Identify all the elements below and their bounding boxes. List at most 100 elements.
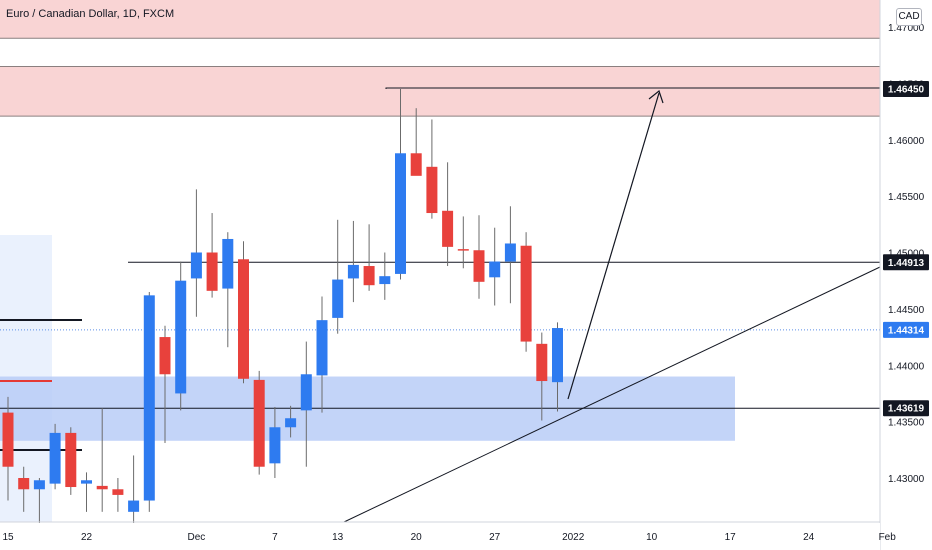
candle-body bbox=[410, 153, 422, 176]
candle bbox=[128, 455, 140, 524]
support-price-tag-bg bbox=[883, 400, 929, 417]
candle bbox=[285, 405, 297, 438]
target-price-tag-bg bbox=[883, 81, 929, 98]
candle-body bbox=[332, 279, 344, 318]
x-tick-label: 22 bbox=[81, 532, 93, 543]
y-tick-label: 1.45500 bbox=[888, 192, 925, 203]
candle bbox=[347, 220, 359, 303]
candle bbox=[65, 427, 77, 495]
x-tick-label: Dec bbox=[188, 532, 206, 543]
candle bbox=[253, 370, 265, 475]
candle bbox=[552, 322, 563, 412]
x-tick-label: 2022 bbox=[562, 532, 585, 543]
x-tick-label: Feb bbox=[879, 532, 897, 543]
candle bbox=[410, 108, 422, 176]
candle-body bbox=[33, 480, 45, 490]
candle-body bbox=[253, 379, 265, 467]
y-tick-label: 1.43500 bbox=[888, 418, 925, 429]
support-price-tag-label: 1.43619 bbox=[888, 404, 925, 415]
candle-body bbox=[49, 432, 61, 484]
candle-body bbox=[552, 328, 563, 383]
candle-body bbox=[112, 489, 124, 495]
candle-body bbox=[520, 245, 532, 342]
x-tick-label: 15 bbox=[2, 532, 14, 543]
candle-body bbox=[238, 259, 249, 379]
candle-body bbox=[128, 500, 140, 512]
candle-body bbox=[18, 478, 30, 490]
candle bbox=[206, 213, 218, 298]
candle-body bbox=[159, 337, 171, 375]
y-tick-label: 1.45000 bbox=[888, 249, 925, 260]
candle bbox=[395, 89, 406, 280]
candle bbox=[316, 296, 328, 413]
candle-body bbox=[65, 432, 77, 488]
candle-body bbox=[143, 295, 155, 501]
candle bbox=[222, 232, 234, 348]
candle bbox=[190, 189, 202, 317]
candle bbox=[96, 408, 108, 512]
x-tick-label: 27 bbox=[489, 532, 501, 543]
x-tick-label: 13 bbox=[332, 532, 344, 543]
current-price-tag-label: 1.44314 bbox=[888, 325, 925, 336]
candle bbox=[426, 119, 438, 219]
candle bbox=[269, 406, 281, 478]
candle bbox=[33, 478, 45, 524]
currency-badge[interactable]: CAD bbox=[896, 8, 922, 26]
resistance-price-tag-bg bbox=[883, 254, 929, 271]
x-tick-label: 10 bbox=[646, 532, 658, 543]
candle-body bbox=[395, 153, 406, 274]
candle-body bbox=[2, 412, 14, 467]
y-tick-label: 1.46000 bbox=[888, 136, 925, 147]
candle-body bbox=[175, 280, 187, 394]
resistance-price-tag-label: 1.44913 bbox=[888, 258, 925, 269]
candle-body bbox=[457, 249, 469, 251]
x-tick-label: 24 bbox=[803, 532, 815, 543]
x-tick-label: 7 bbox=[272, 532, 278, 543]
candle bbox=[159, 325, 171, 444]
candle-body bbox=[347, 264, 359, 279]
x-tick-label: 20 bbox=[411, 532, 423, 543]
candle bbox=[112, 478, 124, 512]
candles-layer bbox=[2, 89, 563, 524]
x-tick-label: 17 bbox=[725, 532, 737, 543]
zones-layer bbox=[0, 0, 880, 522]
projection-arrow-line bbox=[567, 92, 660, 400]
candle-body bbox=[363, 266, 375, 286]
chart-title: Euro / Canadian Dollar, 1D, FXCM bbox=[6, 8, 175, 20]
candle-body bbox=[442, 210, 454, 247]
candle bbox=[2, 396, 14, 501]
candle bbox=[520, 232, 532, 352]
candle-body bbox=[206, 252, 218, 291]
candle-body bbox=[300, 374, 312, 411]
resistance-zone bbox=[0, 66, 880, 117]
target-price-tag-label: 1.46450 bbox=[888, 85, 925, 96]
candle-body bbox=[269, 427, 281, 464]
candle-body bbox=[190, 252, 202, 279]
candle bbox=[536, 332, 548, 421]
candle-body bbox=[222, 238, 234, 289]
y-tick-label: 1.43000 bbox=[888, 474, 925, 485]
y-tick-label: 1.47000 bbox=[888, 23, 925, 34]
projection-arrowhead bbox=[648, 89, 664, 104]
candle bbox=[442, 162, 454, 267]
candle bbox=[49, 423, 61, 490]
candle-body bbox=[504, 243, 516, 262]
y-tick-label: 1.44000 bbox=[888, 361, 925, 372]
candle bbox=[504, 206, 516, 304]
y-tick-label: 1.44500 bbox=[888, 305, 925, 316]
candle-body bbox=[96, 485, 108, 490]
candle-body bbox=[379, 276, 391, 285]
candle bbox=[300, 341, 312, 467]
candle bbox=[489, 227, 501, 306]
candle-body bbox=[489, 261, 501, 278]
candle bbox=[332, 219, 344, 334]
candle-body bbox=[473, 250, 485, 282]
candle-body bbox=[81, 480, 92, 484]
candle-body bbox=[316, 320, 328, 376]
target-marker-line bbox=[385, 87, 880, 90]
candle bbox=[175, 261, 187, 411]
candle-body bbox=[285, 418, 297, 428]
candle bbox=[238, 241, 249, 384]
candle bbox=[379, 252, 391, 300]
